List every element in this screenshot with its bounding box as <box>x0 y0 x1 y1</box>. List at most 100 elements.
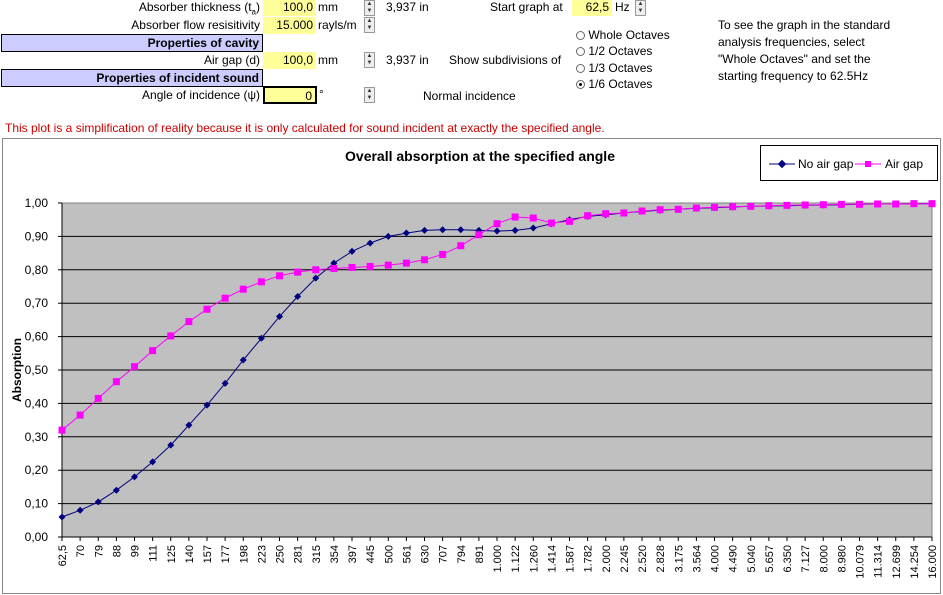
data-point <box>167 332 175 340</box>
x-tick-label: 891 <box>474 545 486 563</box>
flow-resistivity-input[interactable]: 15.000 <box>263 17 316 34</box>
data-point <box>348 263 356 271</box>
x-tick-label: 315 <box>311 545 323 563</box>
data-point <box>547 219 555 227</box>
data-point <box>493 220 501 228</box>
simplification-note: This plot is a simplification of reality… <box>5 121 605 135</box>
data-point <box>366 239 374 247</box>
data-point <box>330 264 338 272</box>
subdivisions-label: Show subdivisions of <box>449 53 562 67</box>
x-tick-label: 1.000 <box>492 545 504 573</box>
chart-legend: No air gap Air gap <box>760 145 938 181</box>
radio-button[interactable] <box>576 31 585 41</box>
data-point <box>493 227 501 235</box>
y-axis-label: Absorption <box>10 338 24 402</box>
x-tick-label: 157 <box>202 545 214 563</box>
data-point <box>529 224 537 232</box>
data-point <box>257 278 265 286</box>
y-tick-label: 0,20 <box>25 463 49 477</box>
x-tick-label: 223 <box>256 545 268 563</box>
data-point <box>149 347 157 355</box>
data-point <box>620 209 628 217</box>
data-point <box>167 441 175 449</box>
data-point <box>76 411 84 419</box>
angle-spinner[interactable]: ▲ ▼ <box>364 87 375 103</box>
x-tick-label: 198 <box>238 545 250 563</box>
start-graph-input[interactable]: 62,5 <box>572 0 612 16</box>
legend-label-no-air-gap: No air gap <box>798 157 854 171</box>
air-gap-input[interactable]: 100,0 <box>263 52 316 69</box>
x-tick-label: 281 <box>293 545 305 563</box>
data-point <box>439 250 447 258</box>
data-point <box>131 363 138 371</box>
x-tick-label: 3.175 <box>673 545 685 573</box>
x-tick-label: 8.980 <box>836 545 848 573</box>
radio-button[interactable] <box>576 64 585 74</box>
data-point <box>294 293 302 301</box>
angle-input[interactable]: 0 <box>263 86 317 104</box>
legend-label-air-gap: Air gap <box>885 157 924 171</box>
data-point <box>674 205 682 213</box>
x-tick-label: 11.314 <box>873 545 885 578</box>
data-point <box>584 212 592 220</box>
data-point <box>529 214 537 222</box>
y-tick-label: 0,60 <box>25 330 49 344</box>
data-point <box>221 294 229 302</box>
data-point <box>656 206 664 214</box>
x-tick-label: 5.040 <box>746 545 758 573</box>
data-point <box>801 201 809 209</box>
octave-option-third[interactable]: 1/3 Octaves <box>576 61 652 75</box>
octave-option-label: Whole Octaves <box>588 28 670 42</box>
data-point <box>711 203 718 211</box>
y-tick-label: 0,80 <box>25 263 49 277</box>
y-tick-label: 0,40 <box>25 396 49 410</box>
data-point <box>276 313 283 321</box>
data-point <box>58 513 66 521</box>
octave-option-whole[interactable]: Whole Octaves <box>576 28 670 42</box>
x-tick-label: 250 <box>275 545 287 563</box>
incident-section-header: Properties of incident sound <box>1 69 263 87</box>
data-point <box>783 201 791 209</box>
air-gap-spinner[interactable]: ▲ ▼ <box>364 52 375 68</box>
data-point <box>837 200 845 208</box>
data-point <box>892 200 900 208</box>
data-point <box>76 506 84 514</box>
air-gap-inches: 3,937 in <box>386 53 429 67</box>
flow-resistivity-spinner[interactable]: ▲ ▼ <box>364 17 375 33</box>
data-point <box>602 210 610 218</box>
absorber-thickness-label: Absorber thickness (ta) <box>138 0 260 17</box>
hint-text: To see the graph in the standard analysi… <box>718 18 891 83</box>
data-point <box>366 262 374 270</box>
data-point <box>149 458 157 466</box>
x-tick-label: 2.828 <box>655 545 667 573</box>
radio-button[interactable] <box>576 80 585 90</box>
data-point <box>511 213 519 221</box>
data-point <box>112 378 120 386</box>
flow-resistivity-unit: rayls/m <box>318 18 357 32</box>
x-tick-label: 125 <box>166 545 178 563</box>
data-point <box>185 318 193 326</box>
x-tick-label: 62,5 <box>57 545 69 566</box>
absorber-thickness-unit: mm <box>318 0 338 14</box>
octave-option-half[interactable]: 1/2 Octaves <box>576 44 652 58</box>
x-tick-label: 4.000 <box>710 545 722 573</box>
absorber-thickness-spinner[interactable]: ▲ ▼ <box>364 0 375 16</box>
start-graph-unit: Hz <box>615 0 630 14</box>
octave-option-sixth[interactable]: 1/6 Octaves <box>576 77 652 91</box>
data-point <box>928 200 936 208</box>
x-tick-label: 12.699 <box>891 545 903 579</box>
x-tick-label: 3.564 <box>691 545 703 573</box>
x-tick-label: 2.520 <box>637 545 649 573</box>
y-tick-label: 1,00 <box>25 196 49 210</box>
absorber-thickness-input[interactable]: 100,0 <box>263 0 316 16</box>
data-point <box>692 204 700 212</box>
radio-button[interactable] <box>576 47 585 57</box>
cavity-section-header: Properties of cavity <box>1 34 263 52</box>
data-point <box>421 256 428 264</box>
data-point <box>819 201 827 209</box>
data-point <box>457 226 465 234</box>
start-graph-spinner[interactable]: ▲ ▼ <box>635 0 646 16</box>
y-tick-label: 0,50 <box>25 363 49 377</box>
chart-title: Overall absorption at the specified angl… <box>345 148 615 164</box>
